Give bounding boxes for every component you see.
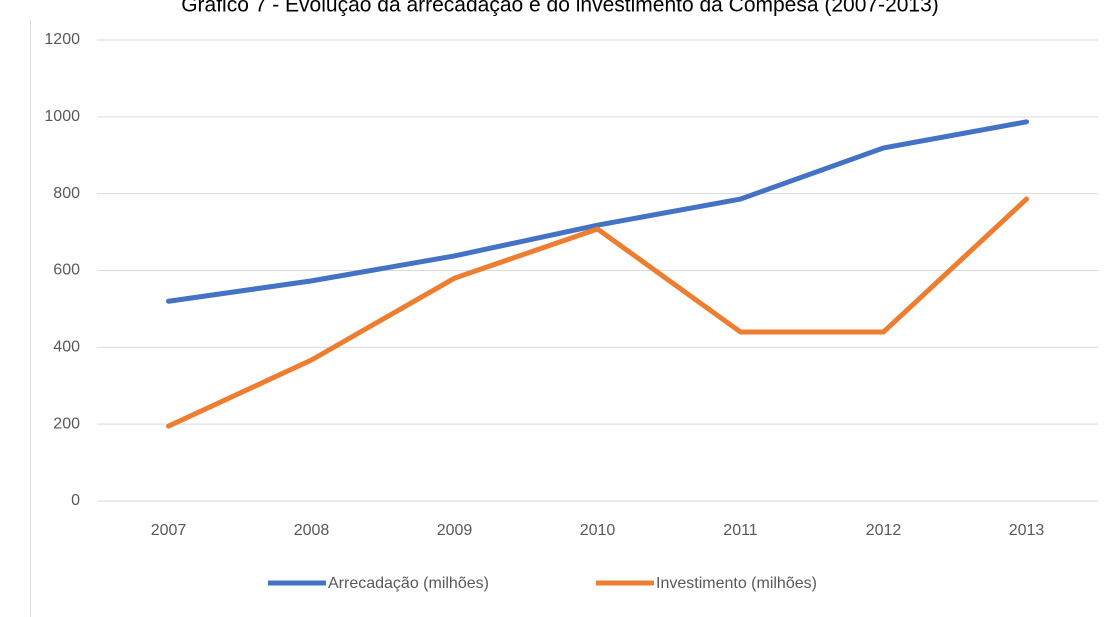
y-tick-label: 400 [53, 339, 80, 356]
x-tick-label: 2008 [294, 522, 330, 539]
legend-label: Arrecadação (milhões) [328, 575, 489, 592]
y-tick-label: 800 [53, 185, 80, 202]
y-tick-label: 600 [53, 262, 80, 279]
x-tick-label: 2009 [437, 522, 473, 539]
y-tick-label: 200 [53, 415, 80, 432]
x-tick-label: 2007 [151, 522, 187, 539]
line-series [166, 119, 1029, 304]
line-series [166, 196, 1029, 429]
x-tick-label: 2010 [580, 522, 616, 539]
chart-title: Gráfico 7 - Evolução da arrecadação e do… [181, 0, 939, 17]
y-tick-label: 1000 [44, 108, 80, 125]
legend-label: Investimento (milhões) [656, 575, 817, 592]
y-tick-label: 1200 [44, 31, 80, 48]
x-tick-label: 2011 [723, 522, 758, 539]
y-tick-label: 0 [71, 492, 80, 509]
x-tick-label: 2013 [1009, 522, 1045, 539]
x-tick-label: 2012 [866, 522, 902, 539]
